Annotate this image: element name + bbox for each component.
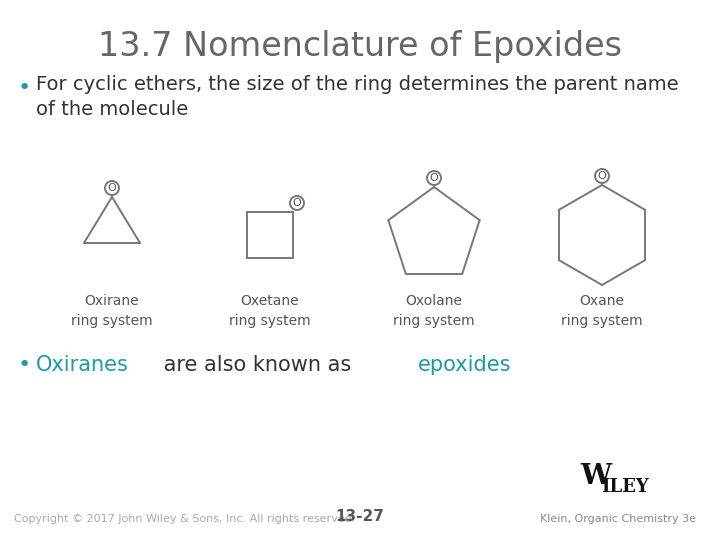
Text: 13-27: 13-27 — [336, 509, 384, 524]
Text: For cyclic ethers, the size of the ring determines the parent name
of the molecu: For cyclic ethers, the size of the ring … — [36, 75, 679, 119]
Text: W: W — [580, 463, 611, 490]
Text: Oxolane
ring system: Oxolane ring system — [393, 294, 474, 327]
Text: Klein, Organic Chemistry 3e: Klein, Organic Chemistry 3e — [540, 514, 696, 524]
Text: O: O — [107, 183, 117, 193]
Text: •: • — [18, 355, 31, 375]
Text: Oxane
ring system: Oxane ring system — [561, 294, 643, 327]
Circle shape — [105, 181, 119, 195]
Text: epoxides: epoxides — [418, 355, 511, 375]
Circle shape — [290, 196, 304, 210]
Text: Oxirane
ring system: Oxirane ring system — [71, 294, 153, 327]
Text: Oxetane
ring system: Oxetane ring system — [229, 294, 311, 327]
Text: Oxiranes: Oxiranes — [36, 355, 129, 375]
Text: O: O — [292, 198, 302, 208]
Circle shape — [595, 169, 609, 183]
Text: •: • — [18, 78, 31, 98]
Text: O: O — [430, 173, 438, 183]
Text: are also known as: are also known as — [157, 355, 358, 375]
Circle shape — [427, 171, 441, 185]
Text: O: O — [598, 171, 606, 181]
Text: 13.7 Nomenclature of Epoxides: 13.7 Nomenclature of Epoxides — [98, 30, 622, 63]
Text: Copyright © 2017 John Wiley & Sons, Inc. All rights reserved.: Copyright © 2017 John Wiley & Sons, Inc.… — [14, 514, 356, 524]
Text: ILEY: ILEY — [601, 478, 649, 496]
